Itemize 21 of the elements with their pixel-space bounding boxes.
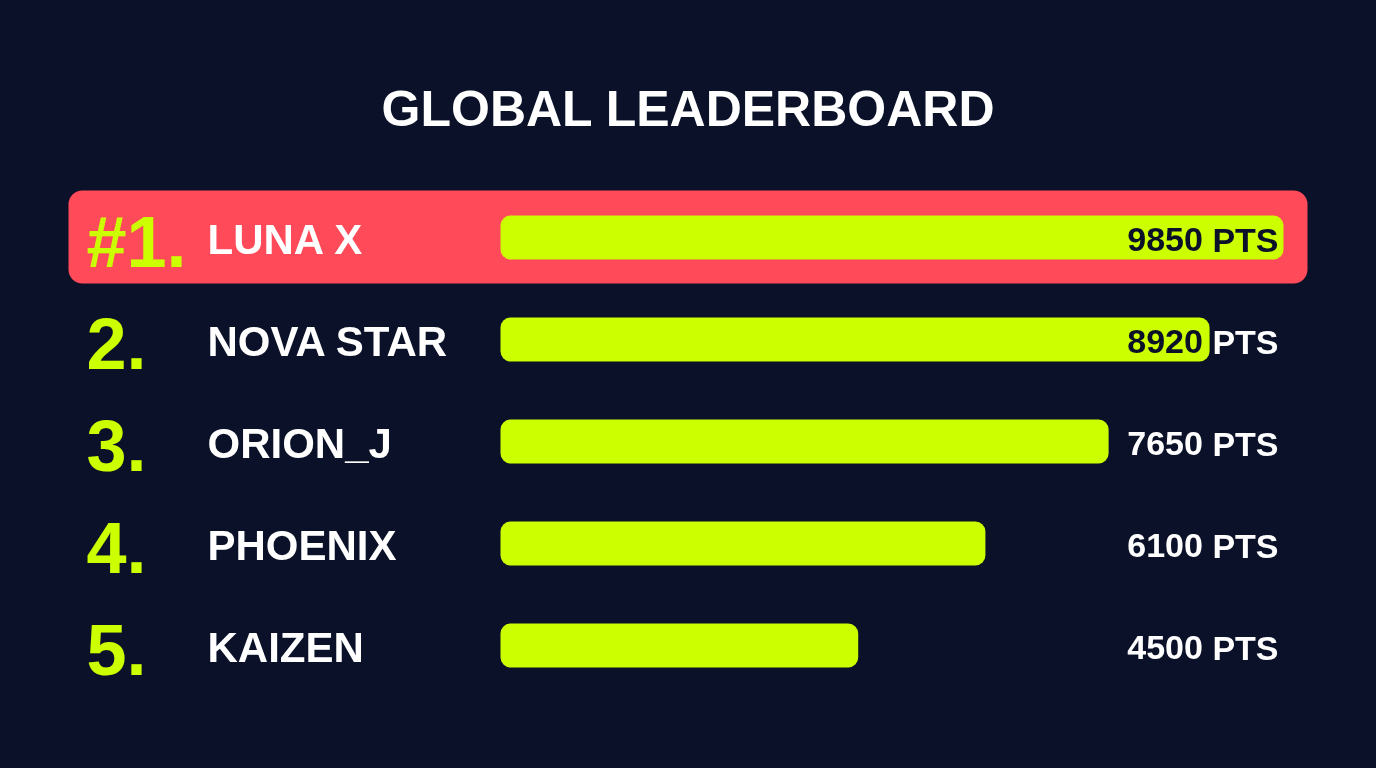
bar [500, 419, 1109, 464]
text: 3. [86, 405, 147, 486]
data-label: 6100 PTS [1127, 526, 1279, 565]
bar [500, 623, 859, 668]
text: 5. [86, 609, 147, 690]
data-label: 9850 PTS [1127, 220, 1279, 259]
y-tick-label: LUNA X [207, 216, 363, 263]
data-label: 8920 PTS [1127, 322, 1279, 361]
data-label: 7650 PTS [1127, 424, 1279, 463]
text: 4. [86, 507, 147, 588]
bar [500, 317, 1210, 362]
data-label: 4500 PTS [1127, 628, 1279, 667]
bar [500, 521, 986, 566]
bar [500, 215, 1284, 260]
text: #1. [86, 201, 187, 282]
text: 2. [86, 303, 147, 384]
y-tick-label: PHOENIX [207, 522, 397, 569]
chart-title: GLOBAL LEADERBOARD [381, 80, 995, 137]
y-tick-label: KAIZEN [207, 624, 364, 671]
y-tick-label: NOVA STAR [207, 318, 448, 365]
y-tick-label: ORION_J [207, 420, 392, 467]
